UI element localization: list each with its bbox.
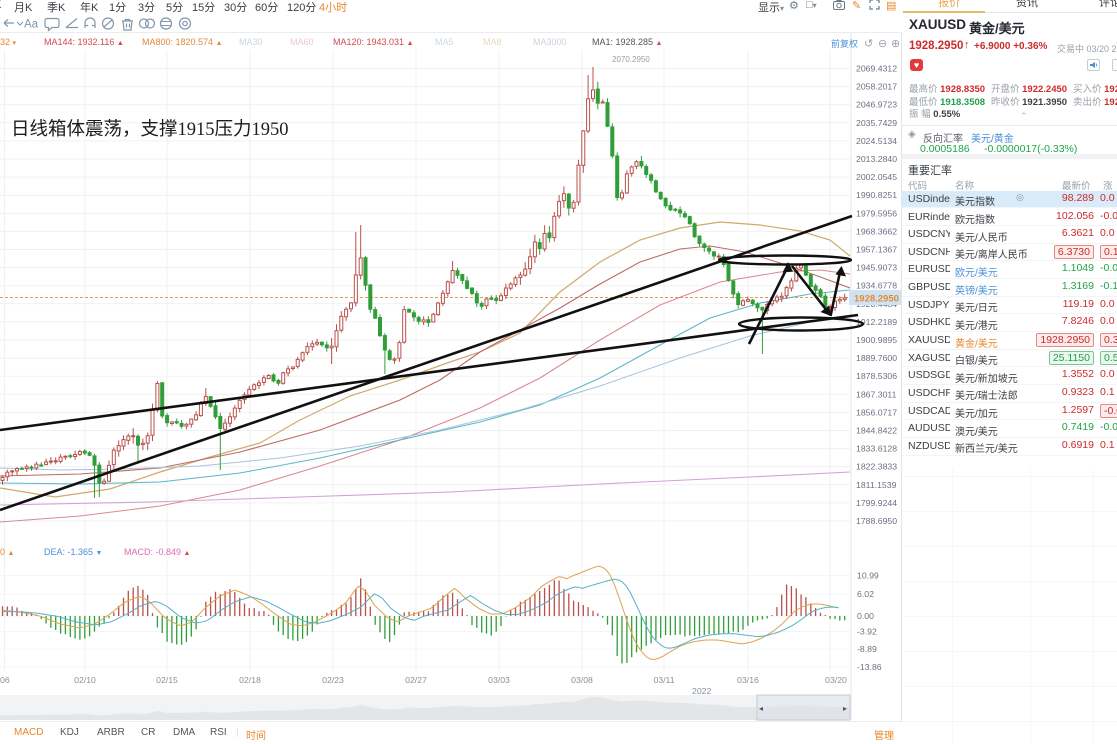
svg-text:03/08: 03/08: [571, 675, 593, 685]
svg-text:2002.0545: 2002.0545: [856, 172, 897, 182]
svg-text:03/16: 03/16: [737, 675, 759, 685]
svg-text:1799.9244: 1799.9244: [856, 498, 897, 508]
svg-text:1957.1367: 1957.1367: [856, 245, 897, 255]
svg-text:03/03: 03/03: [488, 675, 510, 685]
svg-text:2069.4312: 2069.4312: [856, 64, 897, 74]
svg-text:-3.92: -3.92: [857, 627, 877, 637]
svg-text:1928.2950: 1928.2950: [854, 294, 899, 305]
svg-text:06: 06: [0, 675, 10, 685]
svg-text:▸: ▸: [843, 704, 847, 713]
svg-text:1878.5306: 1878.5306: [856, 371, 897, 381]
svg-text:02/27: 02/27: [405, 675, 427, 685]
svg-text:-8.89: -8.89: [857, 644, 877, 654]
svg-text:10.99: 10.99: [857, 571, 879, 581]
svg-text:1990.8251: 1990.8251: [856, 190, 897, 200]
svg-text:02/10: 02/10: [74, 675, 96, 685]
svg-text:0.00: 0.00: [857, 611, 874, 621]
svg-text:1788.6950: 1788.6950: [856, 516, 897, 526]
svg-text:1856.0717: 1856.0717: [856, 407, 897, 417]
svg-text:03/11: 03/11: [653, 675, 674, 685]
svg-text:1979.5956: 1979.5956: [856, 208, 897, 218]
svg-text:1844.8422: 1844.8422: [856, 426, 897, 436]
svg-text:2058.2017: 2058.2017: [856, 82, 897, 92]
svg-text:02/15: 02/15: [156, 675, 178, 685]
svg-text:1968.3662: 1968.3662: [856, 226, 897, 236]
svg-text:1945.9073: 1945.9073: [856, 263, 897, 273]
svg-text:2022: 2022: [692, 686, 711, 696]
svg-text:03/20: 03/20: [825, 675, 847, 685]
svg-text:6.02: 6.02: [857, 589, 874, 599]
svg-text:◂: ◂: [759, 704, 763, 713]
svg-text:2024.5134: 2024.5134: [856, 136, 897, 146]
svg-text:2070.2950: 2070.2950: [612, 55, 650, 64]
svg-text:02/18: 02/18: [239, 675, 261, 685]
svg-text:2013.2840: 2013.2840: [856, 154, 897, 164]
svg-text:2046.9723: 2046.9723: [856, 100, 897, 110]
svg-text:1912.2189: 1912.2189: [856, 317, 897, 327]
svg-text:1900.9895: 1900.9895: [856, 335, 897, 345]
svg-text:Aa: Aa: [24, 19, 39, 31]
svg-text:-13.86: -13.86: [857, 662, 882, 672]
svg-text:1822.3833: 1822.3833: [856, 462, 897, 472]
svg-text:1934.6778: 1934.6778: [856, 281, 897, 291]
svg-text:1833.6128: 1833.6128: [856, 444, 897, 454]
svg-text:1867.3011: 1867.3011: [856, 389, 897, 399]
svg-text:1811.1539: 1811.1539: [856, 480, 897, 490]
svg-text:2035.7429: 2035.7429: [856, 118, 897, 128]
svg-text:1889.7600: 1889.7600: [856, 353, 897, 363]
svg-text:02/23: 02/23: [322, 675, 344, 685]
